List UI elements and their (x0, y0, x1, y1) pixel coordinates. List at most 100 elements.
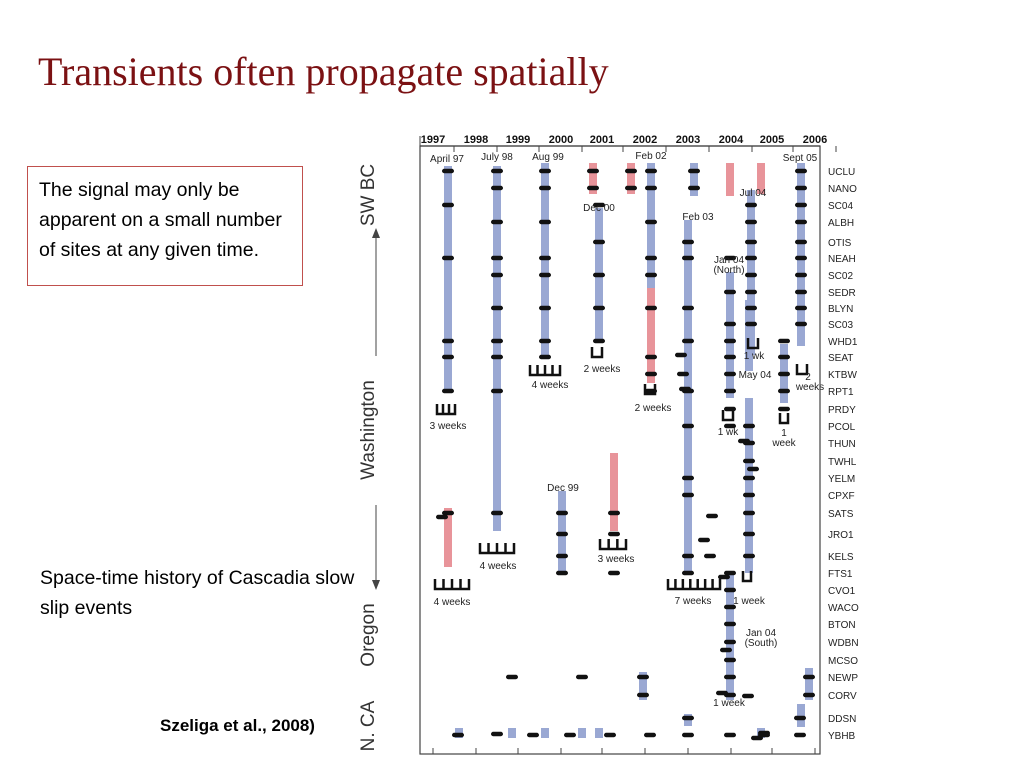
station-label: KTBW (828, 370, 857, 381)
station-tick (645, 168, 657, 174)
station-tick (794, 732, 806, 738)
station-tick (724, 604, 736, 610)
slip-duration-bar (444, 508, 452, 567)
station-label: SC04 (828, 201, 853, 212)
station-label: WDBN (828, 638, 859, 649)
station-tick (778, 354, 790, 360)
slip-duration-bar (747, 190, 755, 355)
station-tick (795, 305, 807, 311)
station-tick (637, 674, 649, 680)
event-duration-label: weeks (795, 382, 824, 393)
station-label: SEDR (828, 288, 856, 299)
station-tick (778, 338, 790, 344)
week-comb-glyph (778, 413, 790, 425)
slip-duration-bar (726, 163, 734, 196)
station-label: PCOL (828, 422, 856, 433)
slip-duration-bar (578, 728, 586, 738)
station-tick (745, 272, 757, 278)
labels-layer: 1997 1998 1999 2000 2001 2002 2003 2004 2005 2006… (358, 134, 859, 751)
station-tick (724, 657, 736, 663)
station-label: TWHL (828, 457, 857, 468)
station-label: SEAT (828, 353, 853, 364)
station-tick (539, 305, 551, 311)
station-tick (795, 255, 807, 261)
station-tick (724, 371, 736, 377)
station-tick (682, 553, 694, 559)
station-tick (795, 219, 807, 225)
week-comb-glyph (433, 579, 471, 591)
event-date-label: Feb 03 (682, 212, 714, 223)
slip-duration-bar (493, 166, 501, 531)
station-tick (724, 354, 736, 360)
year-label: 2003 (676, 134, 700, 146)
station-tick (436, 514, 448, 520)
station-label: SC02 (828, 271, 853, 282)
region-label: SW BC (358, 164, 379, 226)
year-label: 2004 (719, 134, 744, 146)
event-date-label: Feb 02 (635, 151, 667, 162)
event-date-label: Dec 00 (583, 203, 615, 214)
station-tick (682, 423, 694, 429)
slip-duration-bar (797, 704, 805, 727)
station-tick (539, 255, 551, 261)
week-comb-glyph (795, 364, 809, 376)
station-label: CVO1 (828, 586, 856, 597)
station-label: UCLU (828, 167, 855, 178)
station-tick (604, 732, 616, 738)
station-label: RPT1 (828, 387, 854, 398)
station-label: BLYN (828, 304, 853, 315)
station-tick (745, 289, 757, 295)
event-duration-label: 4 weeks (434, 597, 471, 608)
station-tick (491, 388, 503, 394)
station-label: DDSN (828, 714, 856, 725)
week-comb-glyph (721, 410, 735, 422)
event-duration-label: 1 week (733, 596, 766, 607)
station-tick (593, 338, 605, 344)
slip-duration-bar (610, 453, 618, 531)
station-tick (682, 255, 694, 261)
station-label: CPXF (828, 491, 855, 502)
event-date-label: May 04 (739, 370, 772, 381)
station-label: MCSO (828, 656, 858, 667)
year-label: 2000 (549, 134, 573, 146)
slide-title: Transients often propagate spatially (38, 49, 609, 94)
station-tick (688, 168, 700, 174)
station-tick (587, 185, 599, 191)
station-tick (645, 185, 657, 191)
station-label: NEWP (828, 673, 858, 684)
station-tick (745, 255, 757, 261)
event-date-label: (South) (745, 638, 778, 649)
station-tick (645, 371, 657, 377)
station-tick (682, 239, 694, 245)
station-tick (724, 338, 736, 344)
station-tick (704, 553, 716, 559)
station-tick (679, 386, 691, 392)
event-duration-label: 4 weeks (532, 380, 569, 391)
station-tick (608, 531, 620, 537)
slip-duration-bar (595, 728, 603, 738)
station-tick (745, 305, 757, 311)
station-tick (803, 674, 815, 680)
station-label: OTIS (828, 238, 852, 249)
station-tick (593, 305, 605, 311)
event-duration-label: 1 (781, 428, 787, 439)
station-tick (758, 732, 770, 738)
event-date-label: Dec 99 (547, 483, 579, 494)
slip-duration-bar (639, 672, 647, 700)
station-tick (539, 168, 551, 174)
station-tick (587, 168, 599, 174)
station-tick (745, 321, 757, 327)
event-date-label: Jan 04 (746, 628, 776, 639)
station-tick (645, 219, 657, 225)
station-label: YBHB (828, 731, 856, 742)
station-tick (442, 202, 454, 208)
week-comb-glyph (590, 347, 604, 359)
year-label: 1999 (506, 134, 530, 146)
station-tick (491, 272, 503, 278)
slip-duration-bar (627, 163, 635, 194)
week-comb-glyph (598, 539, 628, 551)
station-tick (724, 732, 736, 738)
slip-duration-bar (684, 220, 692, 573)
station-tick (743, 458, 755, 464)
station-tick (539, 354, 551, 360)
